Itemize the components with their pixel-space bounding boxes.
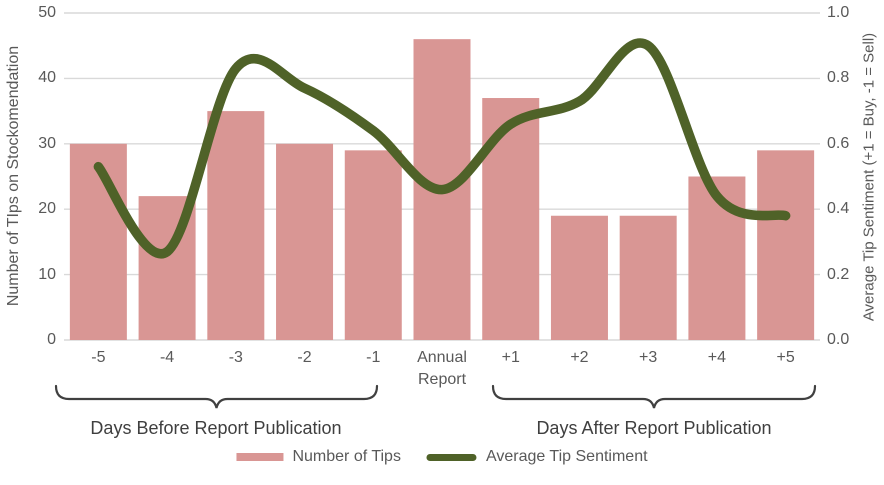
sentiment-line [93, 38, 791, 259]
x-axis-label-+2: +2 [570, 349, 589, 366]
legend: Number of Tips Average Tip Sentiment [236, 448, 648, 466]
legend-label: Average Tip Sentiment [485, 448, 648, 465]
bar-+1 [482, 98, 540, 341]
legend-item-average-tip-sentiment: Average Tip Sentiment [426, 448, 648, 466]
right-y-tick-label: 0.2 [827, 265, 850, 283]
x-axis-label--3: -3 [228, 349, 243, 366]
line-series-swatch [426, 453, 477, 461]
x-axis-label-+3: +3 [639, 349, 658, 366]
left-y-tick-label: 0 [47, 331, 56, 348]
x-axis-label-+5: +5 [776, 349, 795, 366]
left-y-tick-label: 10 [38, 265, 56, 283]
x-axis-label-Annual-Report: Annual Report [417, 349, 467, 388]
left-y-tick-label: 40 [38, 69, 56, 87]
x-axis-label-+1: +1 [501, 349, 520, 366]
bar-+4 [688, 176, 746, 340]
right-y-tick-label: 0.6 [827, 134, 850, 152]
bar--2 [276, 143, 334, 340]
x-axis-label--5: -5 [91, 349, 106, 366]
right-y-tick-label: 0.0 [827, 331, 850, 348]
left-y-tick-label: 20 [38, 200, 56, 218]
brace-before [54, 384, 379, 409]
right-y-tick-label: 0.4 [827, 200, 850, 218]
legend-item-number-of-tips: Number of Tips [236, 448, 401, 466]
right-y-tick-label: 0.8 [827, 69, 850, 87]
legend-label: Number of Tips [292, 448, 401, 465]
left-y-tick-label: 30 [38, 134, 56, 152]
bar--1 [344, 150, 402, 340]
brace-label-after: Days After Report Publication [536, 418, 772, 438]
left-y-tick-label: 50 [38, 4, 56, 21]
bar--3 [207, 111, 265, 340]
x-axis-label--2: -2 [297, 349, 312, 366]
bar-+5 [757, 150, 815, 340]
x-axis-label--4: -4 [159, 349, 175, 366]
right-y-tick-label: 1.0 [827, 4, 850, 21]
bar-+3 [619, 215, 677, 340]
x-axis-label-+4: +4 [707, 349, 727, 366]
bar-+2 [550, 215, 608, 340]
brace-after [491, 384, 817, 409]
brace-label-before: Days Before Report Publication [90, 418, 342, 438]
bar--5 [69, 143, 127, 340]
x-axis-label--1: -1 [366, 349, 381, 366]
bar-series-swatch [236, 453, 284, 461]
